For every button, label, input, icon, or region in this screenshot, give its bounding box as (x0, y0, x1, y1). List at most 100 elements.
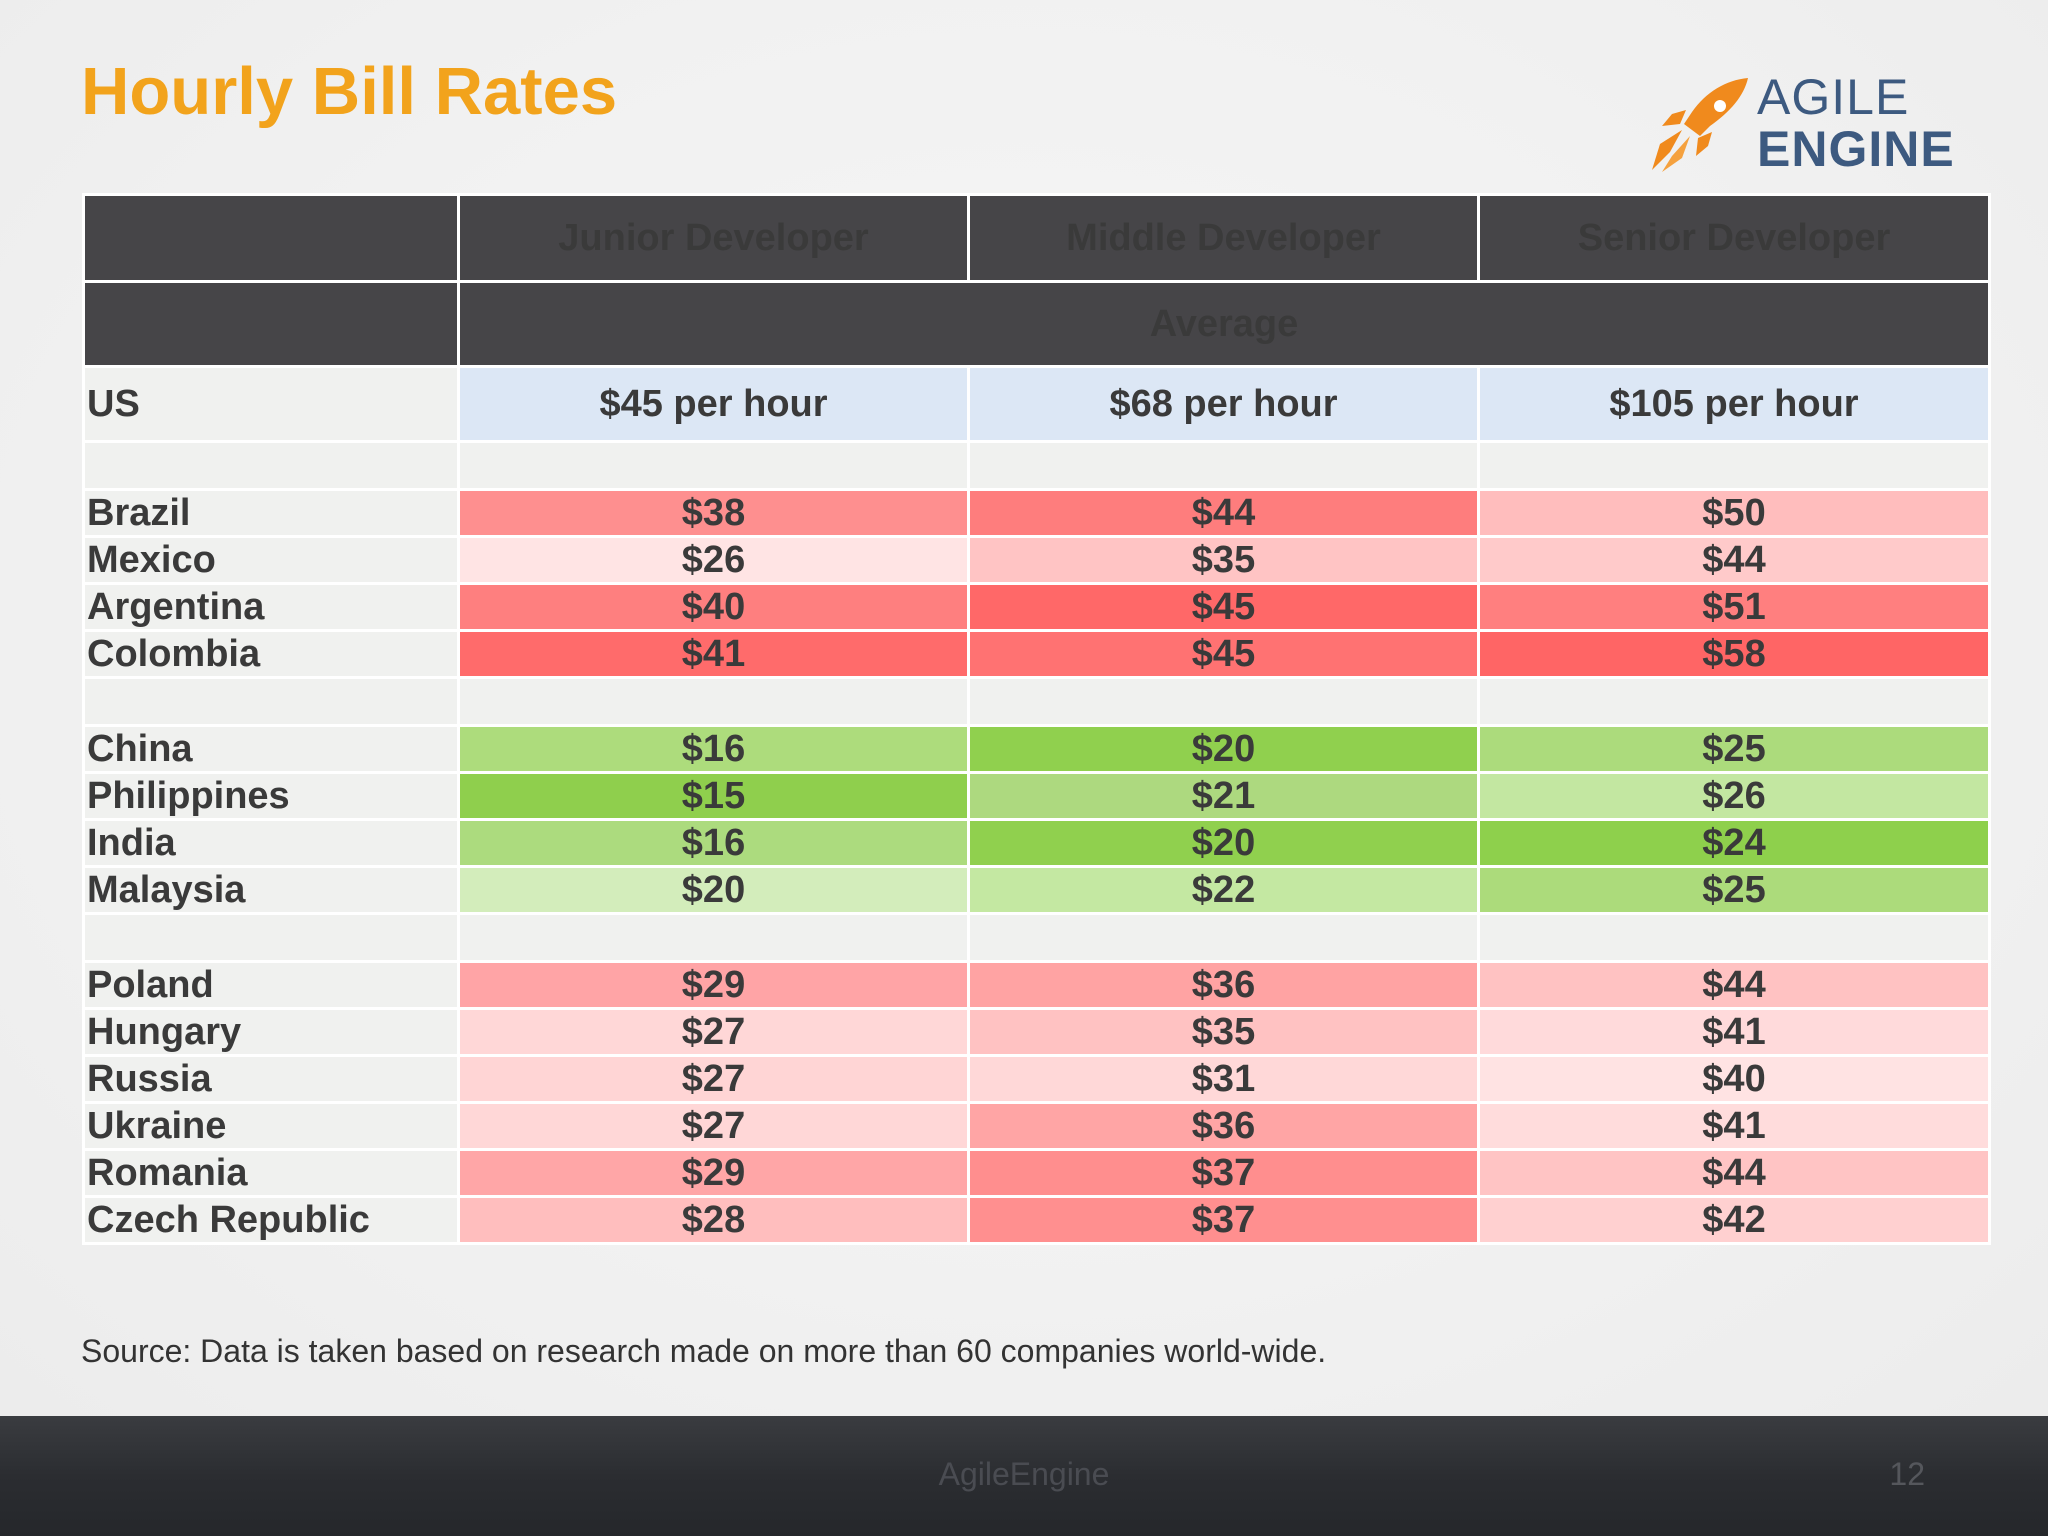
senior-rate-cell: $44 (1477, 960, 1991, 1010)
junior-rate-cell: $16 (457, 818, 970, 868)
junior-rate-cell: $29 (457, 1148, 970, 1198)
spacer-cell (967, 912, 1480, 963)
spacer-cell (82, 912, 460, 963)
rocket-icon (1652, 78, 1748, 172)
table-row: Poland $29 $36 $44 (82, 960, 1991, 1010)
us-senior-rate: $105 per hour (1477, 365, 1991, 443)
average-row: Average (82, 280, 1991, 368)
junior-rate-cell: $27 (457, 1054, 970, 1104)
middle-rate-cell: $35 (967, 535, 1480, 585)
middle-rate-cell: $21 (967, 771, 1480, 821)
spacer-cell (967, 676, 1480, 727)
middle-rate-cell: $22 (967, 865, 1480, 915)
junior-rate-cell: $29 (457, 960, 970, 1010)
source-note: Source: Data is taken based on research … (81, 1333, 1327, 1369)
middle-rate-cell: $45 (967, 582, 1480, 632)
group-spacer-row (82, 440, 1991, 491)
middle-rate-cell: $35 (967, 1007, 1480, 1057)
country-name: Mexico (82, 535, 460, 585)
senior-rate-cell: $41 (1477, 1101, 1991, 1151)
table-row: Mexico $26 $35 $44 (82, 535, 1991, 585)
senior-rate-cell: $44 (1477, 535, 1991, 585)
table-row: Philippines $15 $21 $26 (82, 771, 1991, 821)
country-name: Argentina (82, 582, 460, 632)
country-name: China (82, 724, 460, 774)
junior-rate-cell: $40 (457, 582, 970, 632)
agile-engine-logo: AGILE ENGINE (1640, 68, 1960, 178)
spacer-cell (457, 912, 970, 963)
senior-rate-cell: $25 (1477, 865, 1991, 915)
spacer-cell (457, 676, 970, 727)
middle-rate-cell: $37 (967, 1195, 1480, 1245)
senior-rate-cell: $24 (1477, 818, 1991, 868)
logo-text-agile: AGILE (1757, 69, 1910, 125)
senior-rate-cell: $40 (1477, 1054, 1991, 1104)
middle-rate-cell: $20 (967, 724, 1480, 774)
table-row: Argentina $40 $45 $51 (82, 582, 1991, 632)
middle-rate-cell: $37 (967, 1148, 1480, 1198)
spacer-cell (1477, 676, 1991, 727)
table-row: China $16 $20 $25 (82, 724, 1991, 774)
average-empty-cell (82, 280, 460, 368)
bill-rates-table: Junior Developer Middle Developer Senior… (82, 193, 1991, 1245)
average-label: Average (457, 280, 1991, 368)
junior-rate-cell: $27 (457, 1101, 970, 1151)
slide: Hourly Bill Rates AGILE ENGINE Junior De… (0, 0, 2048, 1416)
senior-rate-cell: $42 (1477, 1195, 1991, 1245)
table-row: Russia $27 $31 $40 (82, 1054, 1991, 1104)
junior-rate-cell: $16 (457, 724, 970, 774)
header-senior-developer: Senior Developer (1477, 193, 1991, 283)
middle-rate-cell: $36 (967, 960, 1480, 1010)
footer-bar: AgileEngine 12 (0, 1416, 2048, 1536)
table-row: Hungary $27 $35 $41 (82, 1007, 1991, 1057)
country-us: US (82, 365, 460, 443)
header-row: Junior Developer Middle Developer Senior… (82, 193, 1991, 283)
country-name: Romania (82, 1148, 460, 1198)
header-empty-cell (82, 193, 460, 283)
senior-rate-cell: $41 (1477, 1007, 1991, 1057)
footer-brand: AgileEngine (938, 1456, 1110, 1492)
country-name: Colombia (82, 629, 460, 679)
middle-rate-cell: $45 (967, 629, 1480, 679)
country-name: Hungary (82, 1007, 460, 1057)
us-middle-rate: $68 per hour (967, 365, 1480, 443)
header-middle-developer: Middle Developer (967, 193, 1480, 283)
table-row: Brazil $38 $44 $50 (82, 488, 1991, 538)
junior-rate-cell: $38 (457, 488, 970, 538)
country-name: Ukraine (82, 1101, 460, 1151)
table-row: India $16 $20 $24 (82, 818, 1991, 868)
table-row: Czech Republic $28 $37 $42 (82, 1195, 1991, 1245)
junior-rate-cell: $15 (457, 771, 970, 821)
junior-rate-cell: $26 (457, 535, 970, 585)
senior-rate-cell: $44 (1477, 1148, 1991, 1198)
spacer-cell (82, 440, 460, 491)
junior-rate-cell: $20 (457, 865, 970, 915)
table-row: Malaysia $20 $22 $25 (82, 865, 1991, 915)
header-junior-developer: Junior Developer (457, 193, 970, 283)
group-spacer-row (82, 676, 1991, 727)
slide-title: Hourly Bill Rates (81, 54, 618, 129)
senior-rate-cell: $58 (1477, 629, 1991, 679)
us-row: US $45 per hour $68 per hour $105 per ho… (82, 365, 1991, 443)
middle-rate-cell: $31 (967, 1054, 1480, 1104)
senior-rate-cell: $51 (1477, 582, 1991, 632)
junior-rate-cell: $28 (457, 1195, 970, 1245)
table-row: Ukraine $27 $36 $41 (82, 1101, 1991, 1151)
middle-rate-cell: $36 (967, 1101, 1480, 1151)
country-name: Russia (82, 1054, 460, 1104)
senior-rate-cell: $25 (1477, 724, 1991, 774)
logo-text-engine: ENGINE (1757, 121, 1955, 177)
country-name: Brazil (82, 488, 460, 538)
junior-rate-cell: $27 (457, 1007, 970, 1057)
spacer-cell (1477, 440, 1991, 491)
spacer-cell (1477, 912, 1991, 963)
middle-rate-cell: $44 (967, 488, 1480, 538)
junior-rate-cell: $41 (457, 629, 970, 679)
page-number: 12 (1889, 1456, 1925, 1492)
spacer-cell (82, 676, 460, 727)
country-name: Czech Republic (82, 1195, 460, 1245)
table-row: Colombia $41 $45 $58 (82, 629, 1991, 679)
spacer-cell (457, 440, 970, 491)
spacer-cell (967, 440, 1480, 491)
country-name: India (82, 818, 460, 868)
